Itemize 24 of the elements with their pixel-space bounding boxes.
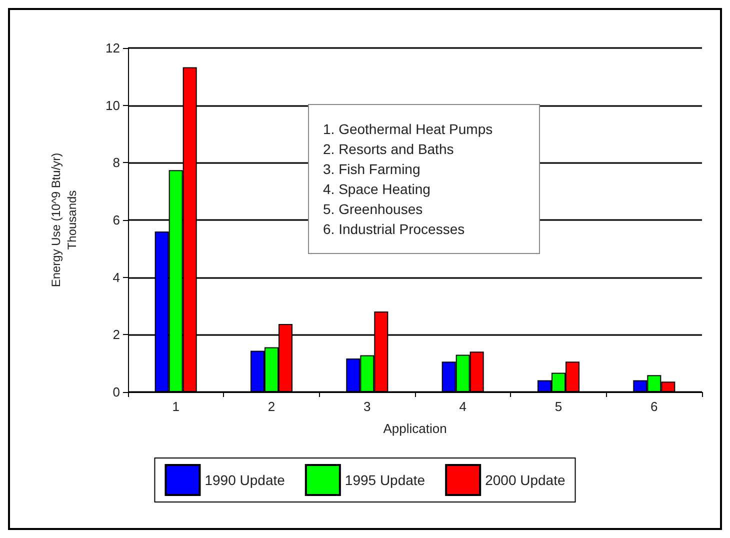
legend-label: 1995 Update: [344, 472, 426, 488]
y-tick-label: 8: [112, 155, 120, 170]
y-tick-label: 4: [112, 270, 120, 285]
legend-label: 2000 Update: [485, 472, 566, 488]
annotation: 3. Fish Farming: [323, 160, 422, 179]
annotation: 5. Greenhouses: [323, 200, 424, 219]
x-tick-label: 4: [459, 399, 466, 414]
annotation: 6. Industrial Processes: [323, 220, 466, 239]
x-tick-label: 3: [364, 399, 371, 414]
y-tick-label: 6: [112, 212, 120, 228]
annotation: 1. Geothermal Heat Pumps: [323, 120, 494, 139]
y-tick-label: 10: [106, 98, 120, 113]
legend-label: 1990 Update: [204, 472, 286, 488]
x-tick-label: 1: [172, 399, 180, 414]
y-tick-label: 2: [112, 327, 120, 342]
y-axis-title: Energy Use (10^9 Btu/yr) Thousands: [49, 152, 79, 288]
y-tick-label: 12: [106, 40, 120, 56]
annotation: 2. Resorts and Baths: [323, 140, 455, 159]
annotation: 4. Space Heating: [323, 180, 432, 199]
x-tick-label: 2: [268, 399, 276, 414]
x-tick-label: 6: [650, 399, 658, 414]
x-tick-label: 5: [554, 399, 562, 414]
x-axis-title: Application: [383, 421, 447, 436]
y-tick-label: 0: [112, 384, 120, 400]
